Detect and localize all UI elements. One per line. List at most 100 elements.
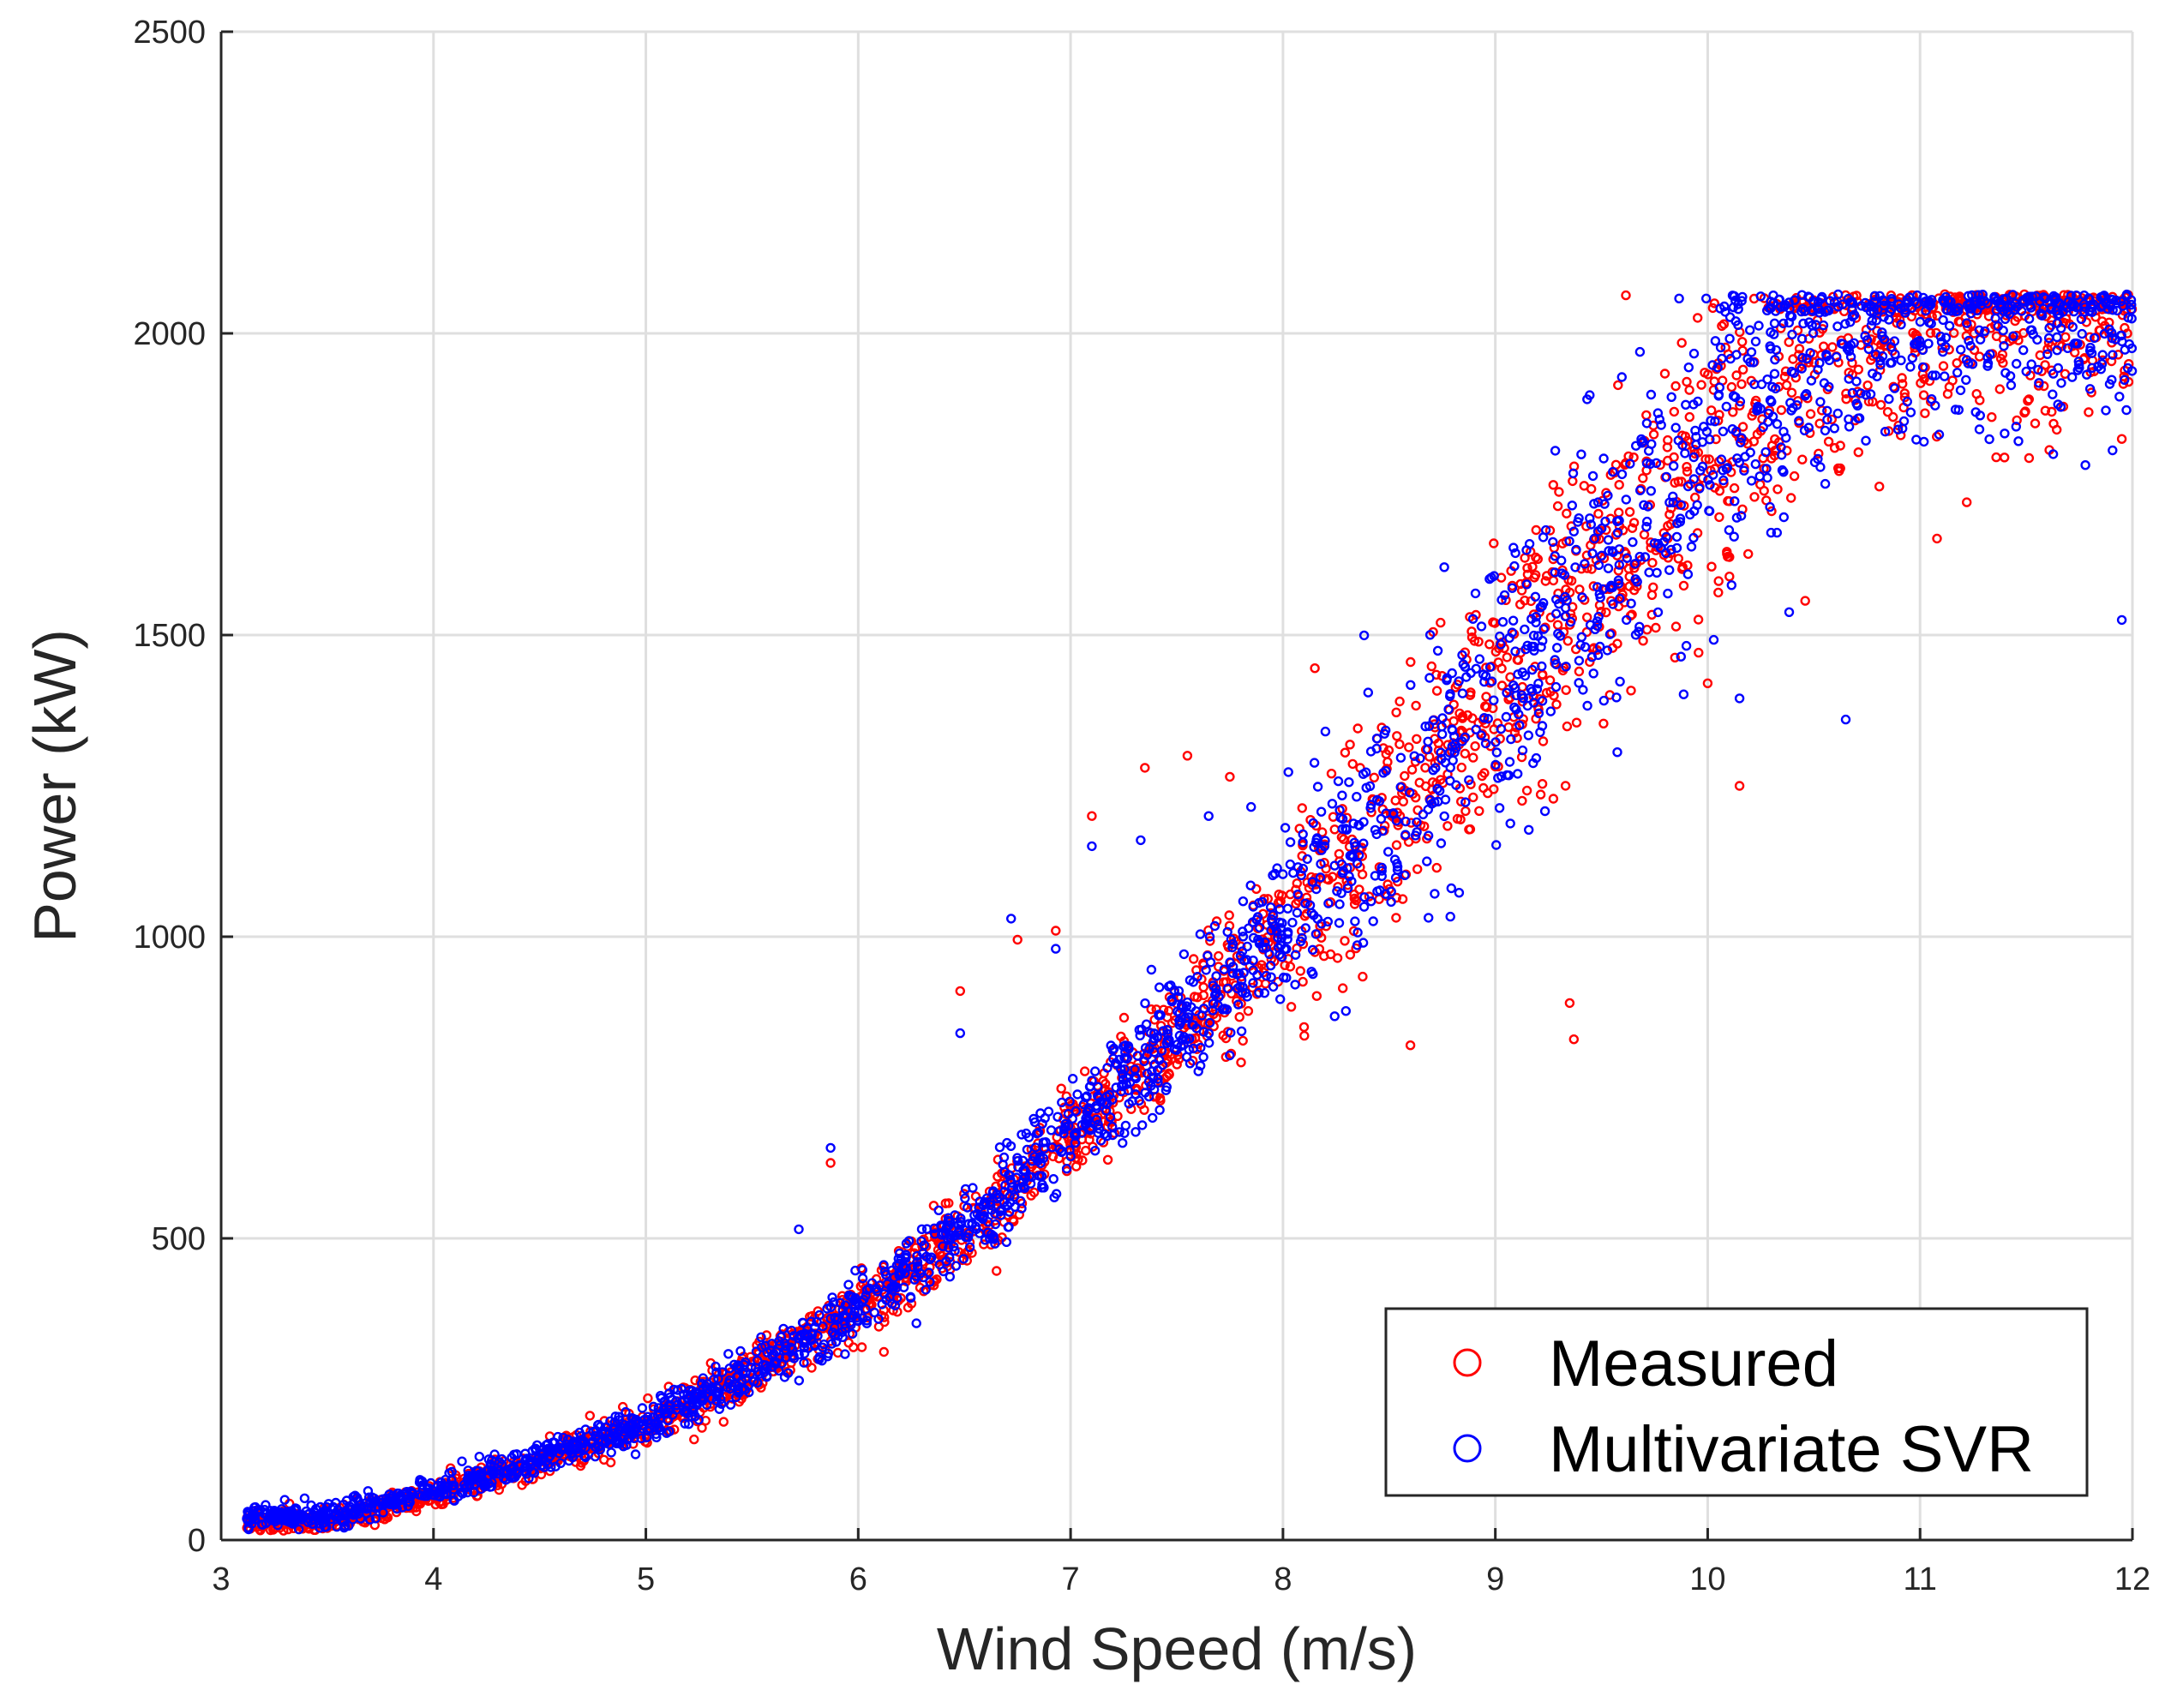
scatter-point-svr — [1690, 425, 1700, 436]
scatter-point-measured — [1853, 364, 1864, 375]
scatter-point-svr — [2119, 375, 2130, 385]
scatter-point-svr — [2046, 303, 2057, 313]
scatter-point-svr — [1178, 949, 1190, 960]
scatter-point-svr — [643, 1414, 653, 1425]
scatter-point-svr — [1315, 872, 1326, 883]
scatter-point-svr — [1282, 929, 1293, 939]
scatter-point-svr — [1048, 1173, 1059, 1184]
scatter-point-svr — [2114, 392, 2125, 402]
scatter-point-measured — [2084, 407, 2094, 417]
scatter-point-svr — [1061, 1163, 1072, 1174]
scatter-point-svr — [1067, 1073, 1078, 1084]
scatter-point-svr — [1252, 912, 1263, 922]
scatter-point-measured — [1737, 504, 1748, 514]
scatter-point-svr — [1710, 336, 1721, 346]
scatter-point-measured — [1341, 812, 1352, 823]
scatter-point-svr — [1771, 345, 1782, 356]
scatter-point-svr — [1196, 1042, 1206, 1053]
scatter-point-measured — [2019, 407, 2030, 418]
scatter-point-svr — [1634, 626, 1644, 637]
scatter-point-measured — [1442, 821, 1453, 831]
scatter-point-svr — [1211, 971, 1221, 981]
scatter-point-svr — [1794, 416, 1804, 426]
scatter-point-svr — [2052, 345, 2062, 356]
scatter-point-svr — [767, 1350, 777, 1361]
scatter-point-svr — [1536, 642, 1546, 652]
scatter-point-svr — [690, 1411, 700, 1422]
scatter-point-svr — [256, 1519, 267, 1530]
scatter-point-svr — [1692, 500, 1702, 510]
scatter-point-measured — [1581, 521, 1592, 531]
scatter-point-svr — [1538, 597, 1549, 608]
scatter-point-svr — [1953, 303, 1964, 313]
scatter-point-svr — [1688, 348, 1700, 359]
scatter-point-measured — [1835, 440, 1845, 451]
scatter-point-svr — [738, 1369, 748, 1379]
scatter-point-measured — [1332, 953, 1343, 963]
scatter-point-svr — [1486, 572, 1496, 583]
scatter-point-measured — [955, 986, 966, 997]
scatter-point-measured — [1648, 429, 1659, 440]
scatter-point-svr — [967, 1219, 978, 1230]
scatter-point-measured — [1243, 1005, 1254, 1016]
scatter-point-svr — [279, 1495, 290, 1505]
scatter-point-measured — [1433, 746, 1444, 756]
scatter-point-measured — [1496, 680, 1508, 691]
scatter-point-svr — [806, 1316, 817, 1327]
scatter-point-svr — [1198, 1052, 1208, 1063]
scatter-point-svr — [1415, 753, 1425, 764]
scatter-point-svr — [1582, 700, 1592, 711]
scatter-point-svr — [996, 1210, 1006, 1220]
scatter-point-svr — [1962, 300, 1973, 310]
scatter-point-measured — [1080, 1145, 1091, 1156]
scatter-point-svr — [1660, 548, 1671, 558]
scatter-point-measured — [1354, 884, 1364, 895]
scatter-point-svr — [1135, 1030, 1145, 1041]
scatter-point-svr — [538, 1453, 549, 1465]
scatter-point-svr — [1430, 889, 1440, 899]
scatter-point-svr — [2066, 291, 2077, 301]
scatter-point-svr — [1358, 902, 1370, 912]
scatter-point-svr — [1911, 434, 1922, 445]
scatter-point-svr — [1342, 863, 1352, 873]
scatter-point-svr — [1273, 932, 1283, 943]
scatter-point-svr — [2072, 303, 2082, 313]
scatter-point-measured — [1651, 622, 1661, 633]
scatter-point-svr — [1820, 478, 1831, 489]
scatter-point-svr — [688, 1406, 699, 1417]
scatter-point-svr — [1147, 1112, 1158, 1124]
scatter-point-measured — [1737, 422, 1748, 432]
scatter-point-svr — [1796, 333, 1808, 344]
scatter-point-svr — [1553, 628, 1563, 638]
scatter-point-measured — [1882, 407, 1893, 417]
scatter-point-measured — [1995, 353, 2006, 364]
scatter-point-svr — [1108, 1053, 1118, 1064]
scatter-point-measured — [1236, 1057, 1246, 1068]
scatter-point-svr — [1517, 745, 1528, 756]
scatter-point-svr — [702, 1399, 712, 1411]
scatter-point-svr — [1458, 659, 1469, 669]
scatter-point-svr — [1990, 313, 2000, 324]
scatter-point-svr — [2126, 314, 2137, 324]
scatter-point-svr — [1245, 880, 1256, 890]
scatter-point-measured — [1601, 607, 1611, 618]
scatter-point-measured — [1203, 925, 1214, 936]
scatter-point-measured — [643, 1393, 653, 1404]
scatter-point-svr — [1065, 1096, 1075, 1107]
scatter-point-measured — [1776, 323, 1786, 333]
scatter-point-svr — [1439, 811, 1449, 822]
scatter-point-measured — [1717, 321, 1727, 332]
scatter-point-measured — [1916, 378, 1926, 388]
scatter-point-svr — [1308, 818, 1318, 829]
scatter-point-svr — [1292, 862, 1304, 872]
scatter-point-svr — [1130, 1127, 1141, 1137]
scatter-point-svr — [1360, 767, 1371, 777]
scatter-point-svr — [1208, 980, 1219, 991]
scatter-point-svr — [1985, 349, 1995, 359]
scatter-point-measured — [1706, 561, 1717, 572]
scatter-point-measured — [1814, 448, 1824, 458]
scatter-point-svr — [1283, 767, 1293, 777]
scatter-point-svr — [1162, 1034, 1173, 1046]
scatter-point-svr — [273, 1519, 283, 1531]
scatter-point-svr — [1664, 565, 1675, 575]
